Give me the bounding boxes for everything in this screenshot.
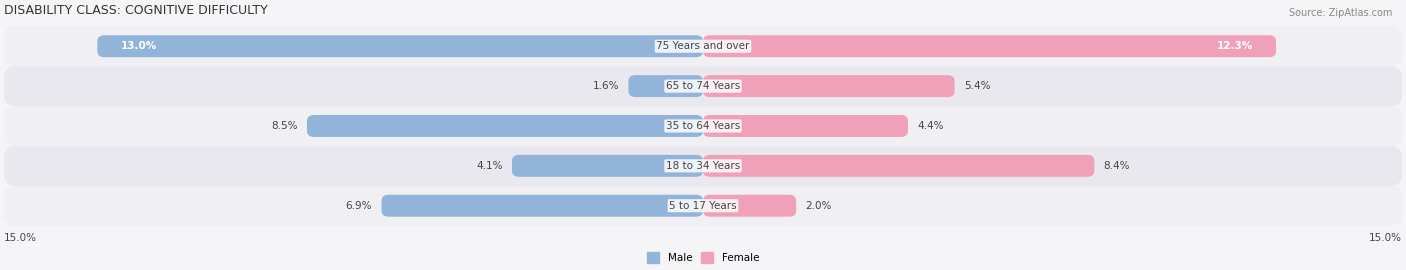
FancyBboxPatch shape bbox=[703, 75, 955, 97]
FancyBboxPatch shape bbox=[381, 195, 703, 217]
Text: 5.4%: 5.4% bbox=[965, 81, 990, 91]
FancyBboxPatch shape bbox=[4, 66, 1402, 106]
FancyBboxPatch shape bbox=[512, 155, 703, 177]
FancyBboxPatch shape bbox=[703, 35, 1277, 57]
FancyBboxPatch shape bbox=[4, 106, 1402, 146]
Text: 15.0%: 15.0% bbox=[1369, 233, 1402, 243]
Text: 6.9%: 6.9% bbox=[346, 201, 373, 211]
FancyBboxPatch shape bbox=[4, 146, 1402, 186]
Text: 8.4%: 8.4% bbox=[1104, 161, 1130, 171]
Text: DISABILITY CLASS: COGNITIVE DIFFICULTY: DISABILITY CLASS: COGNITIVE DIFFICULTY bbox=[4, 4, 269, 17]
Text: 15.0%: 15.0% bbox=[4, 233, 37, 243]
FancyBboxPatch shape bbox=[4, 185, 1402, 226]
Text: 5 to 17 Years: 5 to 17 Years bbox=[669, 201, 737, 211]
Text: 75 Years and over: 75 Years and over bbox=[657, 41, 749, 51]
FancyBboxPatch shape bbox=[4, 26, 1402, 67]
FancyBboxPatch shape bbox=[703, 155, 1094, 177]
FancyBboxPatch shape bbox=[97, 35, 703, 57]
FancyBboxPatch shape bbox=[703, 195, 796, 217]
FancyBboxPatch shape bbox=[703, 115, 908, 137]
Legend: Male, Female: Male, Female bbox=[643, 248, 763, 267]
FancyBboxPatch shape bbox=[628, 75, 703, 97]
Text: 4.4%: 4.4% bbox=[917, 121, 943, 131]
Text: 12.3%: 12.3% bbox=[1216, 41, 1253, 51]
Text: 4.1%: 4.1% bbox=[477, 161, 503, 171]
FancyBboxPatch shape bbox=[307, 115, 703, 137]
Text: 8.5%: 8.5% bbox=[271, 121, 298, 131]
Text: 65 to 74 Years: 65 to 74 Years bbox=[666, 81, 740, 91]
Text: 2.0%: 2.0% bbox=[806, 201, 832, 211]
Text: 13.0%: 13.0% bbox=[121, 41, 157, 51]
Text: 18 to 34 Years: 18 to 34 Years bbox=[666, 161, 740, 171]
Text: 1.6%: 1.6% bbox=[593, 81, 619, 91]
Text: Source: ZipAtlas.com: Source: ZipAtlas.com bbox=[1288, 8, 1392, 18]
Text: 35 to 64 Years: 35 to 64 Years bbox=[666, 121, 740, 131]
